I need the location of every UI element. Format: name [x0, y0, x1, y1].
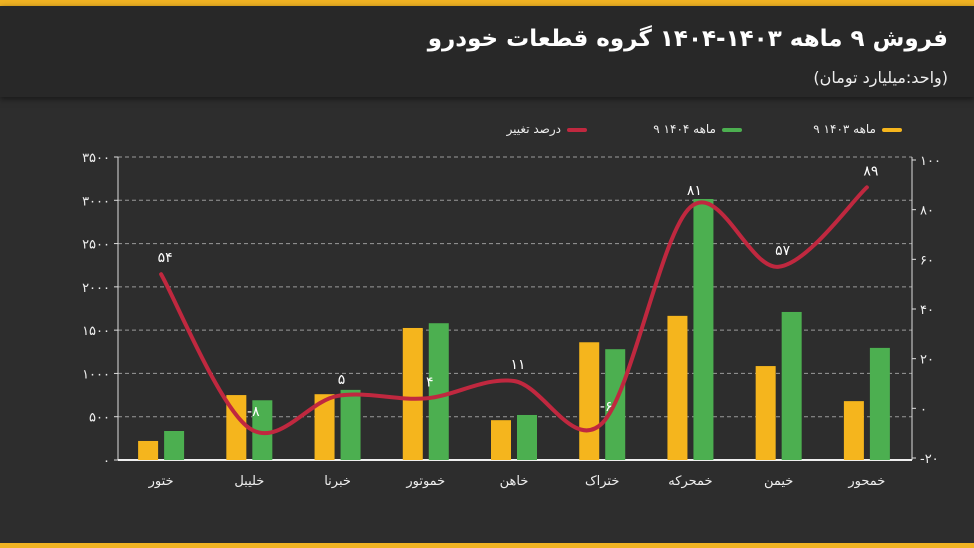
bar-1403 [314, 394, 335, 460]
y-tick-label: ۲۵۰۰ [82, 238, 110, 253]
bar-1404 [252, 400, 273, 460]
header: فروش ۹ ماهه ۱۴۰۳-۱۴۰۴ گروه قطعات خودرو (… [0, 6, 974, 97]
y2-tick-label: ۴۰ [920, 303, 934, 318]
bar-1404 [781, 311, 802, 460]
y-tick-label: ۱۰۰۰ [82, 367, 110, 382]
x-tick-label: خبرنا [324, 474, 351, 489]
y2-tick-label: ۰ [920, 402, 927, 417]
y-tick-label: ۲۰۰۰ [82, 281, 110, 296]
percent-data-label: -۸ [247, 404, 260, 420]
y-tick-label: ۳۵۰۰ [82, 151, 110, 166]
bar-1403 [491, 420, 511, 460]
x-tick-label: ختراک [585, 474, 619, 489]
y2-tick-label: ۱۰۰ [920, 154, 941, 169]
bar-1404 [428, 323, 449, 460]
y2-tick-label: ۲۰ [920, 353, 934, 368]
percent-data-label: -۶ [600, 399, 613, 415]
y-tick-label: ۰ [103, 454, 110, 469]
percent-data-label: ۵۴ [158, 250, 173, 266]
y2-tick-label: -۲۰ [920, 452, 939, 467]
unit-subtitle: (واحد:میلیارد تومان) [813, 68, 948, 87]
bar-1403 [755, 366, 776, 460]
x-tick-label: خلیبل [234, 474, 264, 489]
bar-1404 [164, 430, 185, 460]
bar-1404 [869, 347, 890, 460]
percent-data-label: ۱۱ [510, 357, 525, 373]
percent-change-line [159, 185, 869, 436]
x-tick-label: ختور [148, 474, 174, 489]
bar-1403 [667, 315, 688, 460]
bar-1403 [402, 327, 423, 460]
bottom-accent-bar [0, 543, 974, 548]
y-tick-label: ۳۰۰۰ [82, 194, 110, 209]
legend-label: ۹ ماهه ۱۴۰۴ [653, 122, 716, 136]
bar-1404 [340, 389, 361, 460]
percent-data-label: ۸۱ [687, 183, 702, 199]
x-tick-label: خموتور [405, 474, 445, 489]
page-title: فروش ۹ ماهه ۱۴۰۳-۱۴۰۴ گروه قطعات خودرو [427, 26, 948, 52]
bar-1403 [843, 401, 864, 460]
top-accent-bar [0, 0, 974, 6]
legend-label: درصد تغییر [506, 122, 561, 137]
bar-1404 [693, 198, 714, 461]
y-tick-label: ۵۰۰ [89, 411, 110, 426]
x-tick-label: خاهن [500, 474, 529, 489]
percent-data-label: ۴ [426, 374, 434, 390]
legend-swatch [722, 128, 742, 132]
percent-data-label: ۵۷ [775, 243, 791, 259]
x-tick-label: خمحور [847, 474, 885, 489]
percent-data-label: ۸۹ [863, 163, 878, 179]
percent-data-label: ۵ [338, 372, 346, 388]
legend-label: ۹ ماهه ۱۴۰۳ [813, 122, 876, 136]
bar-1403 [138, 440, 159, 460]
y2-tick-label: ۶۰ [920, 253, 934, 268]
legend-swatch [882, 128, 902, 132]
x-tick-label: خیمن [764, 474, 793, 489]
bar-1404 [517, 414, 537, 460]
bar-1403 [579, 342, 600, 460]
legend-swatch [567, 128, 587, 132]
x-tick-label: خمحرکه [668, 474, 712, 489]
y-tick-label: ۱۵۰۰ [82, 324, 110, 339]
y2-tick-label: ۸۰ [920, 204, 934, 219]
